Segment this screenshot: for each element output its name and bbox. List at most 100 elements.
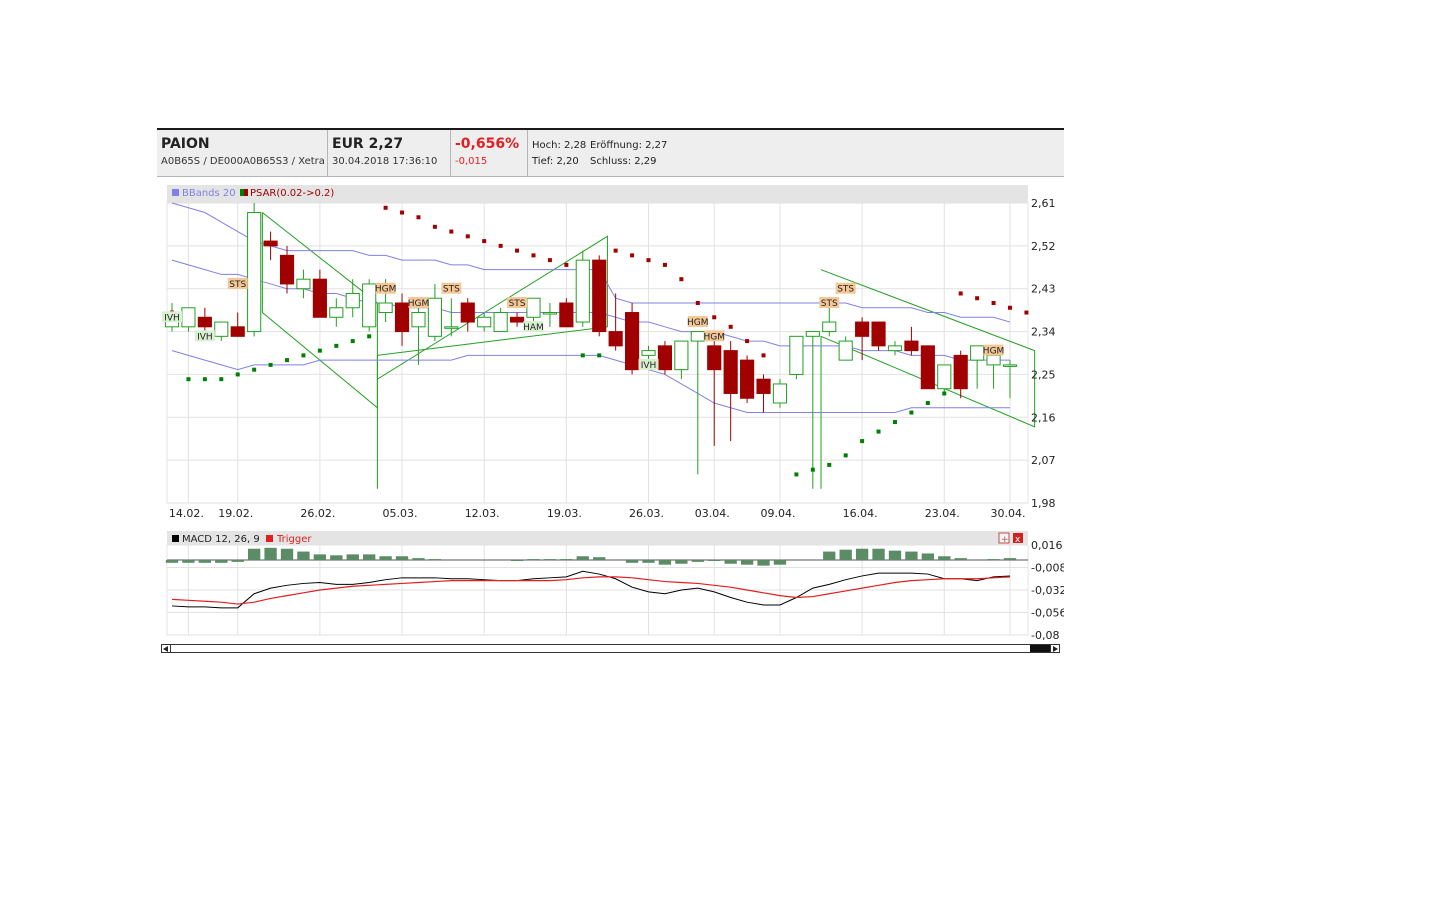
candle-body bbox=[559, 302, 574, 328]
pattern-label: HGM bbox=[375, 282, 396, 295]
candle-body bbox=[509, 316, 525, 323]
psar-dot bbox=[350, 339, 355, 344]
quote-header: PAION A0B65S / DE000A0B65S3 / Xetra EUR … bbox=[157, 130, 1064, 177]
psar-dot bbox=[695, 301, 700, 305]
candle bbox=[871, 321, 886, 351]
bband-upper-line bbox=[171, 202, 1011, 323]
candle-body bbox=[197, 316, 212, 328]
candle-body bbox=[871, 321, 886, 347]
macd-histogram-bar bbox=[675, 560, 688, 564]
pattern-label: STS bbox=[227, 277, 248, 290]
psar-dot bbox=[991, 301, 996, 305]
macd-histogram-bar bbox=[724, 560, 737, 564]
pattern-label-text: IVH bbox=[164, 313, 180, 323]
last-price: EUR 2,27 bbox=[332, 136, 404, 152]
macd-histogram-bar bbox=[560, 559, 573, 561]
candle-body bbox=[805, 331, 820, 337]
macd-histogram-bar bbox=[363, 554, 376, 560]
date-x-tick-label: 30.04. bbox=[991, 507, 1026, 520]
psar-dot bbox=[892, 420, 897, 425]
macd-lines bbox=[171, 570, 1011, 609]
date-x-tick-label: 19.03. bbox=[547, 507, 582, 520]
candle bbox=[296, 269, 311, 299]
candle-body bbox=[772, 383, 788, 404]
macd-histogram-bar bbox=[708, 560, 721, 561]
close-panel-button[interactable] bbox=[1013, 533, 1023, 543]
low-value: Tief: 2,20 bbox=[532, 156, 579, 167]
candle-body bbox=[329, 307, 344, 318]
candle-body bbox=[296, 278, 311, 290]
candle bbox=[444, 298, 459, 337]
psar-dot bbox=[301, 353, 306, 358]
candle-body bbox=[460, 302, 475, 323]
macd-histogram-bar bbox=[543, 559, 557, 561]
psar-dot bbox=[580, 353, 585, 358]
scroll-right-arrow[interactable] bbox=[1050, 645, 1059, 652]
expand-panel-button[interactable] bbox=[998, 532, 1010, 544]
psar-dot bbox=[498, 243, 503, 248]
candle bbox=[526, 297, 541, 323]
candle-body bbox=[427, 297, 442, 337]
psar-dot bbox=[285, 358, 290, 363]
price-y-tick-label: 2,16 bbox=[1031, 411, 1056, 424]
candle bbox=[625, 303, 640, 375]
close-icon: x bbox=[1015, 535, 1021, 545]
candle-body bbox=[920, 345, 935, 390]
macd-histogram-bar bbox=[954, 558, 967, 560]
macd-histogram-bar bbox=[182, 560, 195, 563]
psar-legend-swatch-red bbox=[244, 189, 248, 196]
time-scrollbar[interactable] bbox=[161, 644, 1060, 653]
candle bbox=[674, 340, 689, 380]
pattern-label: IVH bbox=[194, 330, 215, 342]
pattern-label-bg bbox=[819, 297, 840, 308]
psar-dot bbox=[1008, 305, 1012, 310]
candle bbox=[920, 345, 935, 390]
psar-legend-label: PSAR(0.02->0.2) bbox=[250, 188, 334, 199]
candle-body bbox=[592, 259, 607, 333]
date-x-tick-label: 26.03. bbox=[629, 507, 664, 520]
macd-histogram-bar bbox=[740, 560, 754, 565]
candle-body bbox=[723, 350, 738, 394]
candle-body bbox=[887, 345, 903, 352]
candle-body bbox=[362, 283, 377, 328]
open-value: Eröffnung: 2,27 bbox=[590, 140, 668, 151]
candle-body bbox=[526, 297, 541, 318]
macd-histogram-bar bbox=[757, 560, 770, 566]
scroll-left-arrow[interactable] bbox=[162, 645, 171, 652]
scroll-thumb[interactable] bbox=[1030, 645, 1050, 652]
macd-y-tick-label: -0,056 bbox=[1031, 607, 1064, 620]
psar-dot bbox=[252, 367, 257, 372]
candle-body bbox=[608, 331, 623, 347]
psar-dot bbox=[712, 315, 717, 320]
candle bbox=[312, 269, 327, 318]
candle bbox=[772, 379, 788, 408]
macd-histogram-bar bbox=[593, 557, 606, 560]
psar-legend-swatch-green bbox=[240, 189, 244, 196]
parabolic-sar bbox=[170, 205, 1029, 477]
candle bbox=[592, 255, 607, 337]
pattern-label-bg bbox=[523, 320, 544, 332]
price-y-tick-label: 2,07 bbox=[1031, 454, 1056, 467]
candle bbox=[756, 374, 771, 413]
trigger-legend-label: Trigger bbox=[276, 534, 312, 545]
candle bbox=[707, 336, 722, 446]
pattern-label: STS bbox=[507, 297, 528, 309]
macd-histogram-bar bbox=[247, 548, 261, 560]
top-border bbox=[157, 128, 1064, 130]
macd-histogram-bar bbox=[855, 548, 869, 560]
price-y-tick-label: 2,34 bbox=[1031, 326, 1056, 339]
macd-histogram-bar bbox=[839, 549, 852, 560]
pattern-label: STS bbox=[835, 282, 856, 295]
bbands-legend-label: BBands 20 bbox=[182, 188, 236, 199]
change-absolute: -0,015 bbox=[455, 156, 488, 167]
macd-histogram-bar bbox=[412, 558, 425, 560]
candle bbox=[723, 341, 738, 442]
pattern-labels: IVH IVH STS HGM HGM STS STS HAM IVH HGM HGM STS STS H… bbox=[162, 277, 1004, 371]
pattern-label-text: HAM bbox=[523, 323, 544, 333]
pattern-label: IVH bbox=[638, 358, 659, 371]
candle-body bbox=[707, 345, 722, 371]
psar-dot bbox=[186, 377, 191, 382]
pattern-label-bg bbox=[227, 277, 248, 289]
candle-body bbox=[937, 364, 952, 390]
macd-histogram-bar bbox=[264, 547, 277, 560]
